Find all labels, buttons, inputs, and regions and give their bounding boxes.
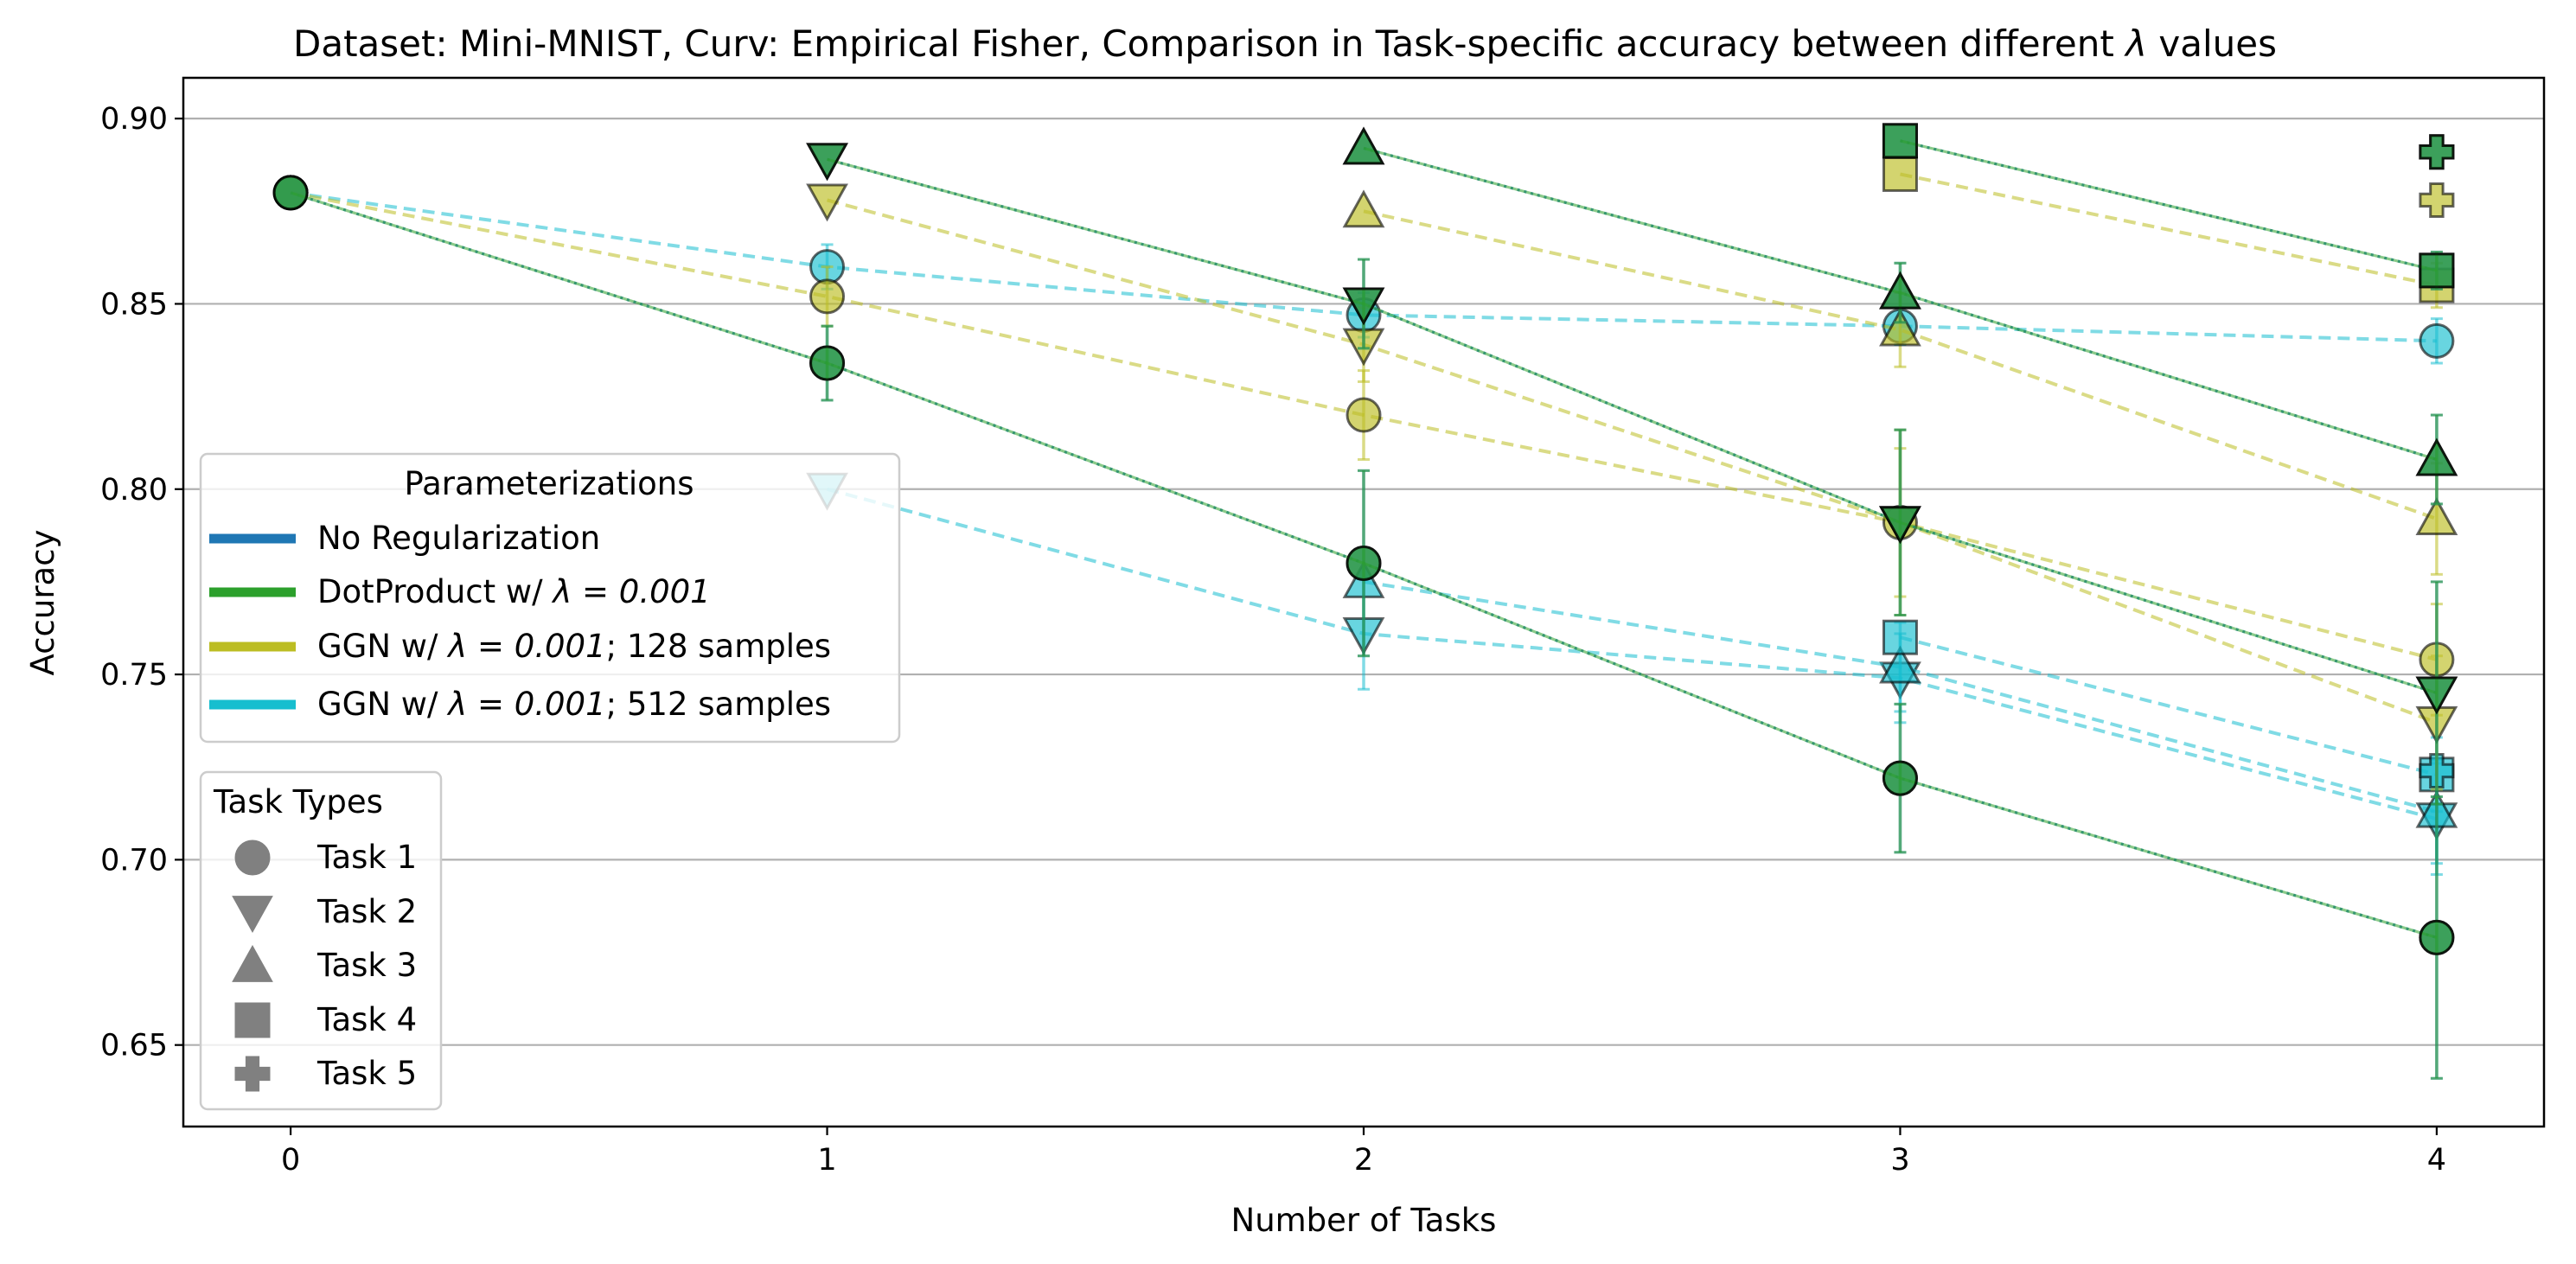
y-tick-label: 0.75 [100,658,168,693]
axis-ticks: 0.65 0.70 0.75 0.80 0.85 0.90 0 1 2 3 4 [100,102,2446,1178]
data-point-square [1882,156,1918,192]
data-point-circle [1882,760,1918,796]
data-point-square [1882,123,1918,159]
data-point-triangle-down [1879,506,1921,545]
legend-task-markers [232,839,273,1092]
legend-title: Task Types [213,783,383,820]
legend-label-no-reg: No Regularization [317,520,600,557]
plot-area-frame [182,76,2546,1128]
data-point-square [2419,252,2455,289]
series-line [827,198,2438,725]
y-tick-label: 0.85 [100,287,168,322]
legend-parameterizations: Parameterizations No Regularization DotP… [199,452,901,744]
data-point-triangle-down [806,143,848,182]
legend-label-ggn-128: GGN w/ λ = 0.001; 128 samples [317,628,831,665]
legend-marker-task-1 [234,839,271,876]
chart-title: Dataset: Mini-MNIST, Curv: Empirical Fis… [293,22,2277,65]
legend-marker-task-5 [234,1056,271,1092]
legend-label-task-1: Task 1 [316,839,417,876]
data-point-circle [2419,919,2455,955]
data-point-triangle-up [2415,437,2458,476]
series-dot-task-3 [1342,126,2458,506]
data-point-triangle-down [2415,676,2458,715]
data-point-circle [809,345,846,381]
legend-label-task-4: Task 4 [316,1001,417,1038]
data-point-circle [1346,397,1382,433]
series-line [827,487,2438,821]
data-point-plus [2419,182,2455,218]
x-tick-label: 3 [1890,1143,1909,1178]
series-dot-task-2 [806,143,2458,806]
series-line [290,190,2437,343]
y-tick-label: 0.80 [100,473,168,508]
legend-label-dotproduct: DotProduct w/ λ = 0.001 [317,573,711,610]
legend-title: Parameterizations [404,465,694,502]
series-line [1363,209,2438,520]
data-point-triangle-up [1342,126,1385,165]
data-point-circle [272,175,309,211]
series-dot-task-5 [2419,134,2455,170]
series-line [1900,139,2438,272]
data-point-circle [1346,545,1382,581]
data-point-plus [2419,134,2455,170]
y-tick-label: 0.90 [100,102,168,137]
y-tick-label: 0.70 [100,843,168,878]
legend-label-task-5: Task 5 [316,1055,417,1092]
legend-marker-task-3 [232,944,273,982]
legend-label-ggn-512: GGN w/ λ = 0.001; 512 samples [317,686,831,723]
legend-box [199,452,901,744]
data-point-square [1882,619,1918,655]
y-tick-label: 0.65 [100,1029,168,1063]
legend-marker-task-2 [232,896,273,934]
legend-label-task-3: Task 3 [316,947,417,984]
data-point-triangle-down [1342,287,1385,326]
series-dot-task-4 [1882,123,2455,290]
x-tick-label: 1 [817,1143,836,1178]
data-point-circle [2419,322,2455,359]
y-axis-label: Accuracy [24,530,61,676]
x-axis-label: Number of Tasks [1231,1202,1497,1239]
series-line [1899,635,2438,776]
data-point-circle [809,278,846,315]
x-tick-label: 0 [281,1143,300,1178]
legend-label-task-2: Task 2 [316,893,417,930]
data-point-triangle-up [2415,497,2458,536]
data-point-triangle-down [806,183,848,222]
x-tick-label: 2 [1354,1143,1373,1178]
series-group [272,123,2458,1080]
legend-marker-task-4 [234,1002,271,1038]
legend-task-types: Task Types Task 1 Task 2 Task 3 Task 4 T… [199,770,443,1111]
series-ggn128-task-5 [2419,182,2455,218]
data-point-triangle-up [1879,271,1921,310]
series-dot-task-1 [272,175,2455,1080]
series-line [827,157,2438,695]
data-point-triangle-up [1879,645,1921,684]
x-tick-label: 4 [2427,1143,2446,1178]
data-point-triangle-up [1342,189,1385,228]
series-line [1900,172,2438,287]
data-point-triangle-up [1879,308,1921,347]
